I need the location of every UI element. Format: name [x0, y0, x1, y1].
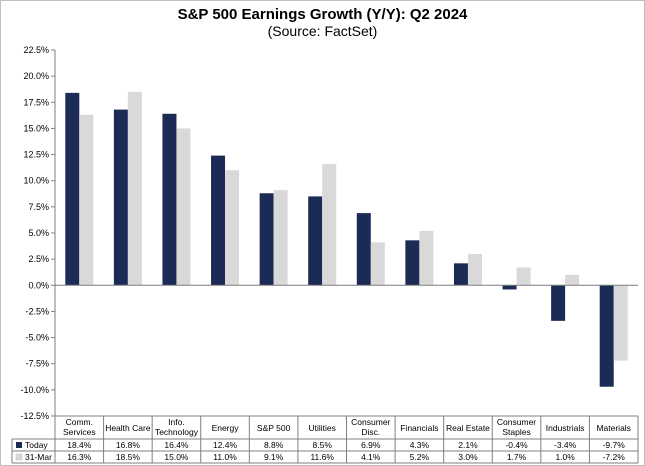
table-value: -7.2% [603, 452, 626, 462]
bar-today [502, 285, 517, 290]
table-value: 16.4% [164, 440, 189, 450]
table-value: 16.3% [67, 452, 92, 462]
category-label: Utilities [309, 423, 336, 433]
table-value: 15.0% [164, 452, 189, 462]
table-value: 1.0% [555, 452, 575, 462]
y-tick-label: -12.5% [20, 411, 49, 421]
category-label: Industrials [546, 423, 585, 433]
category-label: Financials [400, 423, 438, 433]
legend-swatch-today [16, 442, 22, 448]
legend-swatch-31-mar [15, 453, 23, 461]
bar-today [308, 196, 323, 286]
y-tick-label: 22.5% [23, 45, 49, 55]
category-label: S&P 500 [257, 423, 291, 433]
bar-31-mar [565, 274, 580, 286]
bar-today [356, 213, 371, 286]
table-value: 16.8% [116, 440, 141, 450]
table-value: 11.0% [213, 452, 237, 462]
table-value: 11.6% [310, 452, 334, 462]
table-value: 4.1% [361, 452, 381, 462]
bar-today [259, 193, 274, 286]
y-tick-label: -2.5% [25, 306, 49, 316]
bar-31-mar [225, 170, 240, 286]
category-label: Real Estate [446, 423, 490, 433]
y-tick-label: 12.5% [23, 150, 49, 160]
table-value: 4.3% [410, 440, 430, 450]
chart-title: S&P 500 Earnings Growth (Y/Y): Q2 2024 [177, 6, 468, 23]
table-value: 6.9% [361, 440, 381, 450]
y-tick-label: 2.5% [28, 254, 49, 264]
bar-today [453, 263, 468, 286]
bar-31-mar [127, 91, 142, 286]
table-value: 8.5% [313, 440, 333, 450]
y-tick-label: 17.5% [23, 97, 49, 107]
bar-31-mar [613, 285, 628, 361]
bar-today [113, 109, 128, 286]
chart-subtitle: (Source: FactSet) [267, 23, 378, 39]
category-label: Info. Technology [155, 417, 199, 437]
bar-31-mar [467, 253, 482, 286]
y-tick-label: 5.0% [28, 228, 49, 238]
category-label: Consumer Staples [497, 417, 536, 437]
bar-today [405, 240, 420, 286]
table-value: 1.7% [507, 452, 527, 462]
bar-today [65, 92, 80, 286]
y-tick-label: -10.0% [20, 385, 49, 395]
bar-31-mar [176, 128, 191, 286]
bar-31-mar [516, 267, 531, 286]
table-value: 5.2% [410, 452, 430, 462]
category-label: Energy [212, 423, 240, 433]
bar-today [599, 285, 614, 387]
y-tick-label: 7.5% [28, 202, 49, 212]
category-label: Comm. Services [63, 417, 96, 437]
y-tick-label: 20.0% [23, 71, 49, 81]
legend-label-31-mar: 31-Mar [25, 452, 52, 462]
bar-31-mar [79, 114, 94, 286]
table-value: 3.0% [458, 452, 478, 462]
table-value: 18.4% [67, 440, 92, 450]
table-value: -0.4% [505, 440, 528, 450]
y-tick-label: -7.5% [25, 359, 49, 369]
bar-31-mar [322, 163, 337, 286]
y-tick-label: -5.0% [25, 333, 49, 343]
bar-today [211, 155, 226, 286]
bar-31-mar [370, 242, 385, 286]
y-tick-label: 10.0% [23, 176, 49, 186]
category-label: Materials [596, 423, 630, 433]
table-value: -9.7% [603, 440, 626, 450]
legend-label-today: Today [25, 440, 48, 450]
table-value: 18.5% [116, 452, 141, 462]
y-tick-label: 15.0% [23, 123, 49, 133]
bar-today [551, 285, 566, 321]
category-label: Consumer Disc. [351, 417, 390, 437]
bar-today [162, 113, 177, 286]
table-value: 12.4% [213, 440, 238, 450]
table-value: -3.4% [554, 440, 577, 450]
bar-31-mar [419, 230, 434, 286]
table-value: 2.1% [458, 440, 478, 450]
table-value: 9.1% [264, 452, 284, 462]
category-label: Health Care [105, 423, 151, 433]
table-value: 8.8% [264, 440, 284, 450]
y-tick-label: 0.0% [28, 280, 49, 290]
bar-31-mar [273, 190, 288, 286]
